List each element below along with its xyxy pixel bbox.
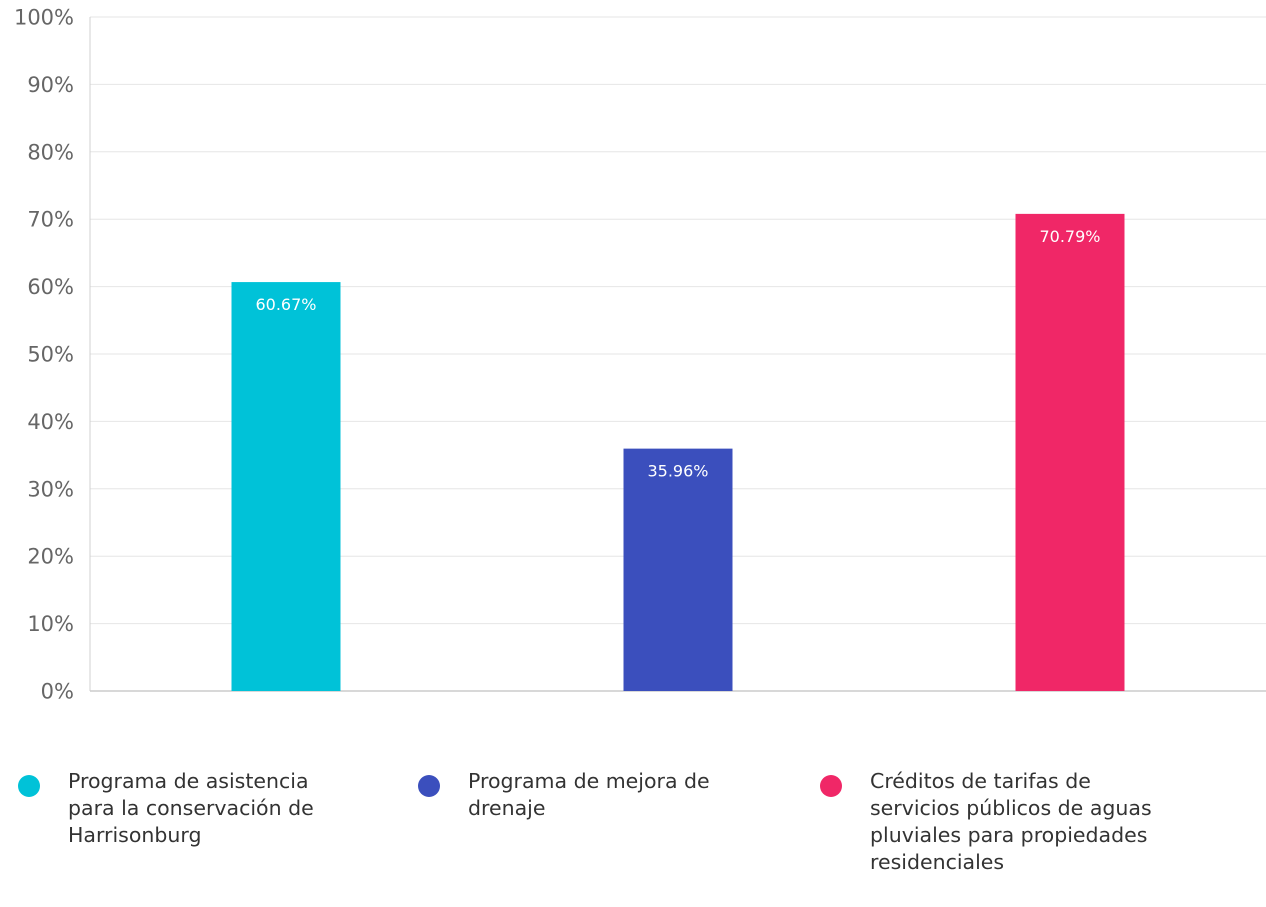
y-tick-label: 10% <box>27 612 74 636</box>
y-tick-label: 70% <box>27 208 74 232</box>
y-tick-label: 0% <box>41 680 74 704</box>
bar <box>231 282 341 691</box>
y-tick-label: 40% <box>27 410 74 434</box>
chart-legend: Programa de asistencia para la conservac… <box>0 768 1266 907</box>
legend-label: Programa de mejora de drenaje <box>468 769 710 820</box>
y-tick-label: 20% <box>27 545 74 569</box>
chart-plot-area: 0% 10% 20% 30% 40% 50% 60% 70% 80% 90% 100% 60.67% 3… <box>14 6 1266 704</box>
y-tick-label: 80% <box>27 140 74 164</box>
legend-label: Programa de asistencia para la conservac… <box>68 769 314 847</box>
legend-swatch-icon <box>18 775 40 797</box>
bar-data-label: 70.79% <box>1039 227 1100 246</box>
bar <box>623 448 733 691</box>
bar-data-label: 35.96% <box>647 462 708 481</box>
y-tick-label: 50% <box>27 343 74 367</box>
bar-data-label: 60.67% <box>255 295 316 314</box>
bar <box>1015 213 1125 691</box>
legend-swatch-icon <box>418 775 440 797</box>
legend-swatch-icon <box>820 775 842 797</box>
y-tick-label: 60% <box>27 275 74 299</box>
y-tick-label: 30% <box>27 477 74 501</box>
legend-label: Créditos de tarifas de servicios público… <box>870 769 1152 874</box>
y-tick-label: 90% <box>27 73 74 97</box>
y-tick-label: 100% <box>14 6 74 30</box>
